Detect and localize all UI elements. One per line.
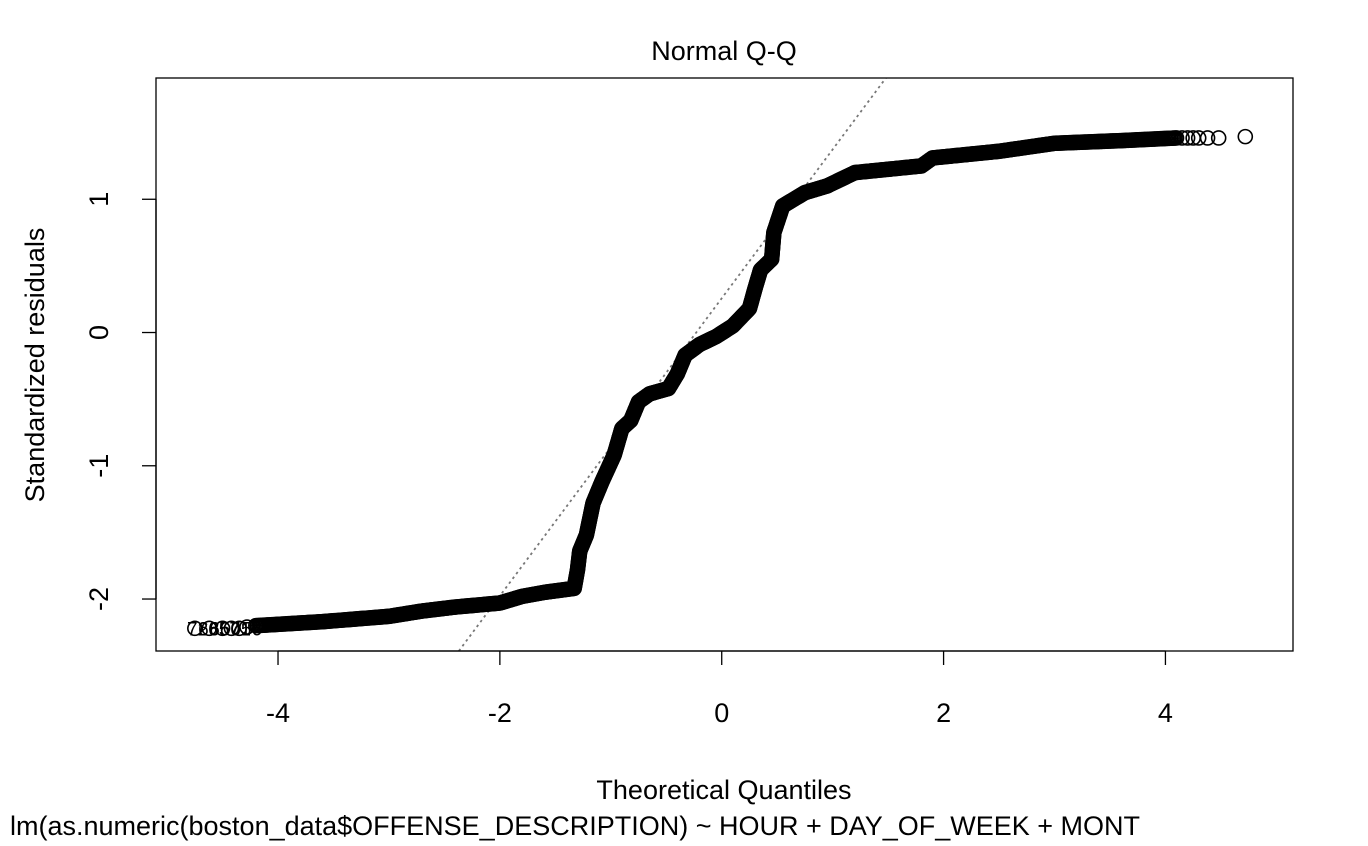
residual-tail-point	[1237, 128, 1254, 145]
y-tick-label: 0	[84, 325, 114, 340]
residual-tail-point	[1190, 130, 1207, 146]
residual-tail-point	[1210, 130, 1227, 146]
residual-tail-point	[223, 620, 240, 637]
outlier-label: 72657	[187, 619, 240, 640]
x-tick-label: -4	[266, 698, 290, 728]
qq-reference-line	[458, 78, 887, 651]
x-tick-label: 0	[714, 698, 729, 728]
outlier-label: 66056	[209, 619, 262, 640]
outlier-label: 68571	[198, 619, 251, 640]
y-tick-label: 1	[84, 192, 114, 207]
x-tick-label: -2	[488, 698, 512, 728]
residual-tail-point	[1199, 130, 1216, 146]
residual-tail-point	[231, 620, 247, 637]
x-tick-label: 4	[1158, 698, 1173, 728]
residual-tail-point	[239, 619, 255, 635]
residual-point	[1168, 130, 1185, 146]
chart-subtitle: lm(as.numeric(boston_data$OFFENSE_DESCRI…	[10, 811, 1140, 841]
residual-tail-point	[1174, 130, 1190, 146]
x-axis: -4 -2 0 2 4	[266, 650, 1173, 728]
x-axis-label: Theoretical Quantiles	[596, 775, 851, 805]
chart-title: Normal Q-Q	[651, 36, 797, 66]
y-axis-label: Standardized residuals	[20, 228, 50, 503]
x-tick-label: 2	[936, 698, 951, 728]
residual-tail-point	[1179, 130, 1196, 146]
y-axis: -2 -1 0 1	[84, 192, 157, 611]
residual-tail-point	[214, 620, 231, 637]
y-tick-label: -2	[84, 587, 114, 611]
plot-frame	[155, 77, 1294, 652]
y-tick-label: -1	[84, 454, 114, 478]
